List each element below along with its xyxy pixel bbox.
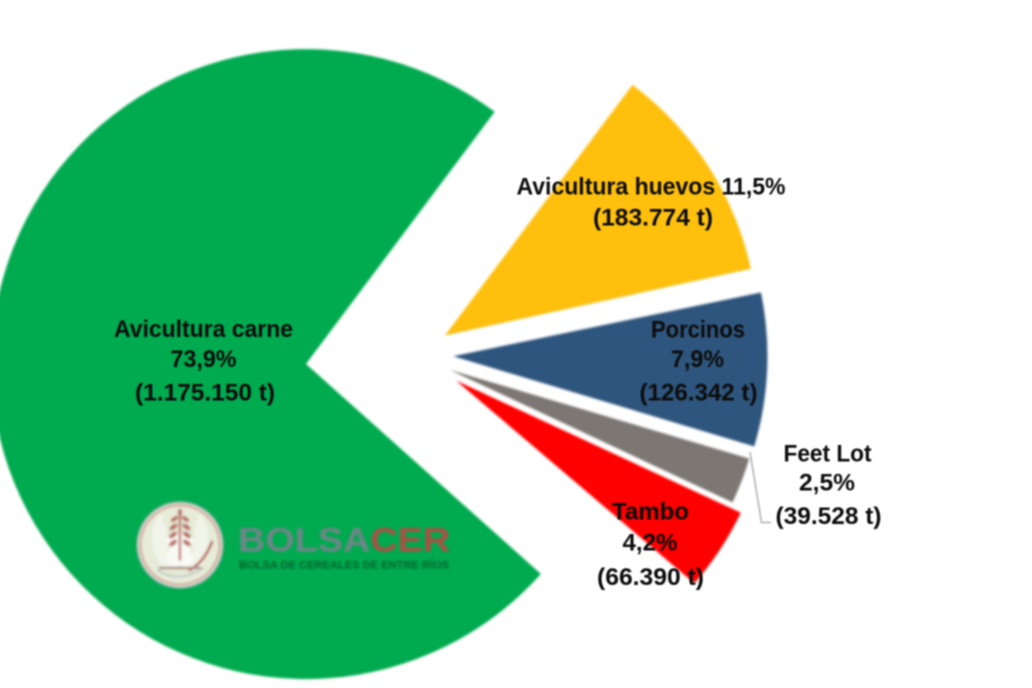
svg-text:4,2%: 4,2%: [623, 530, 678, 557]
svg-text:2,5%: 2,5%: [799, 470, 855, 497]
svg-text:(39.528 t): (39.528 t): [776, 503, 882, 530]
svg-text:Feet Lot: Feet Lot: [784, 441, 872, 468]
svg-text:Tambo: Tambo: [612, 499, 689, 526]
svg-text:(183.774 t): (183.774 t): [593, 205, 713, 232]
svg-text:Porcinos: Porcinos: [651, 317, 745, 344]
svg-text:73,9%: 73,9%: [171, 346, 237, 373]
svg-text:Avicultura huevos 11,5%: Avicultura huevos 11,5%: [517, 174, 786, 201]
svg-text:BOLSA DE CEREALES DE ENTRE RÍO: BOLSA DE CEREALES DE ENTRE RÍOS: [239, 559, 449, 572]
svg-text:Avicultura carne: Avicultura carne: [114, 316, 293, 343]
svg-text:(1.175.150 t): (1.175.150 t): [135, 380, 275, 407]
svg-text:(66.390 t): (66.390 t): [597, 564, 704, 591]
svg-text:7,9%: 7,9%: [671, 346, 724, 373]
svg-text:(126.342 t): (126.342 t): [640, 380, 758, 407]
